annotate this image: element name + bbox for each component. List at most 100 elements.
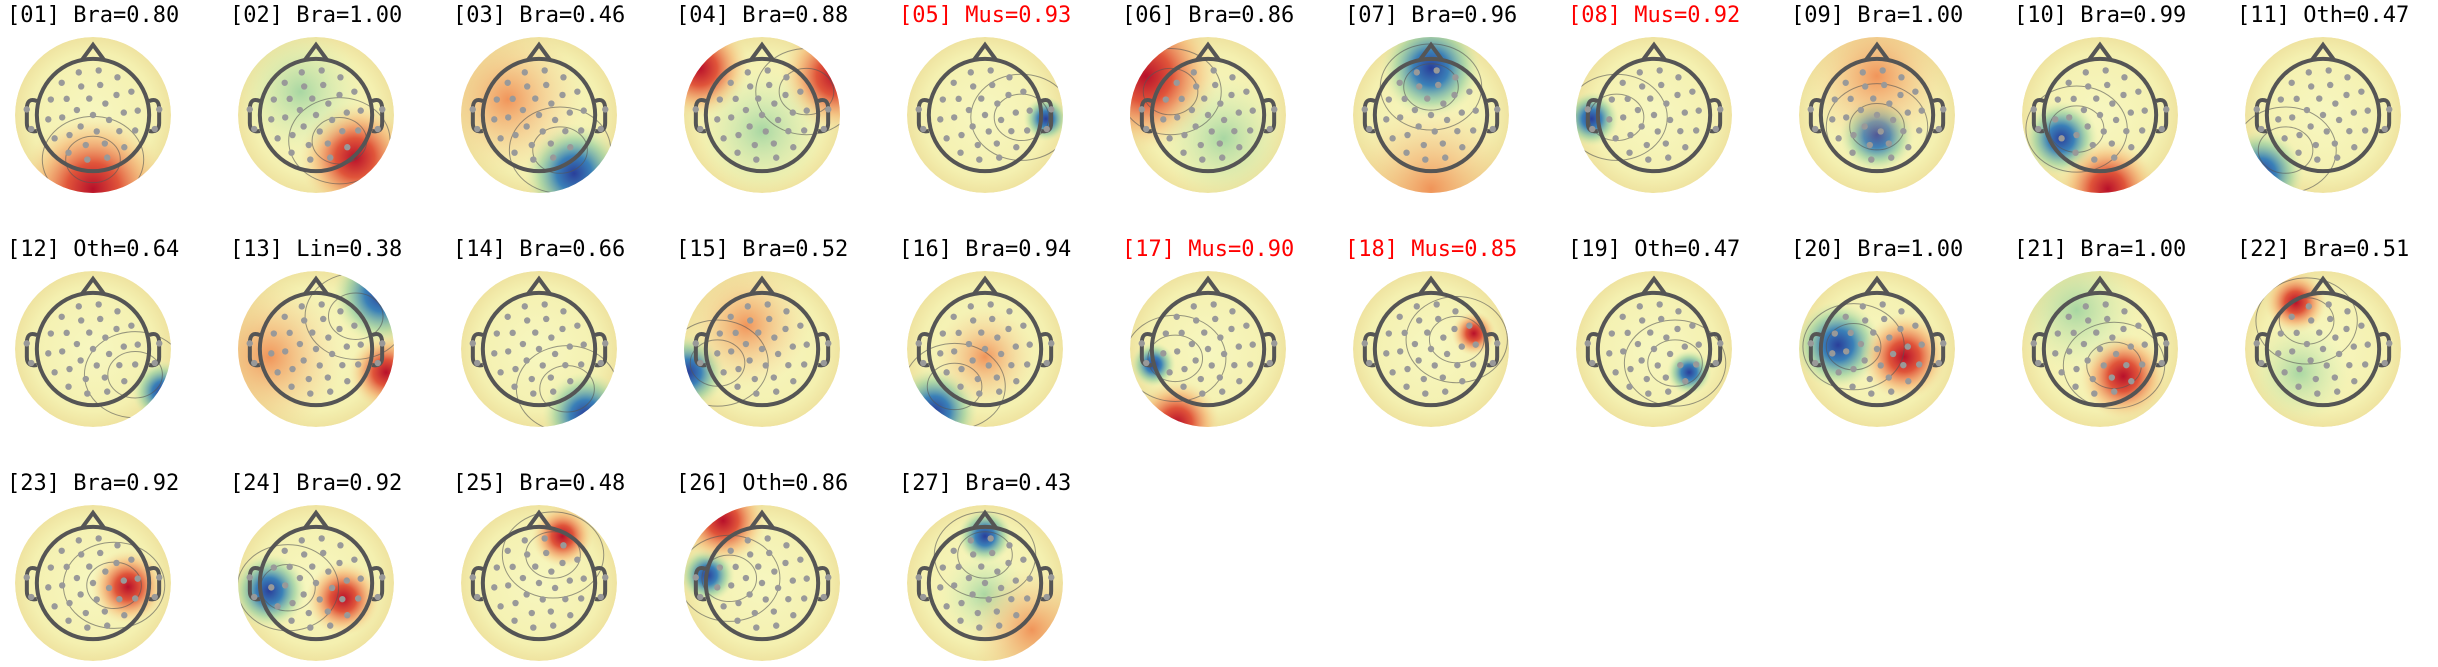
electrode	[523, 551, 531, 558]
electrode	[764, 67, 771, 74]
electrode	[286, 95, 293, 103]
electrode	[151, 593, 158, 601]
electrode	[351, 88, 358, 95]
electrode	[732, 95, 739, 103]
electrode	[116, 127, 123, 135]
electrode	[281, 547, 288, 554]
electrode	[336, 91, 343, 99]
electrode	[1835, 369, 1842, 376]
electrode	[509, 563, 516, 571]
electrode	[1197, 141, 1204, 149]
electrode	[1389, 135, 1396, 142]
electrode	[2253, 340, 2260, 347]
electrode	[943, 135, 950, 142]
electrode	[1626, 383, 1633, 390]
electrode	[1217, 334, 1224, 341]
electrode	[101, 374, 109, 381]
electrode	[151, 359, 158, 367]
electrode	[528, 609, 535, 617]
electrode	[1873, 111, 1881, 119]
electrode	[93, 128, 100, 135]
electrode	[23, 574, 30, 581]
topomap: [13] Lin=0.38	[230, 237, 402, 427]
electrode	[343, 109, 350, 116]
electrode	[374, 359, 381, 367]
electrode	[307, 156, 314, 163]
electrode	[2289, 348, 2296, 355]
head-outline	[1595, 290, 1713, 408]
electrode	[95, 67, 102, 74]
electrode	[969, 591, 976, 598]
electrode	[803, 575, 810, 582]
component-label: [15] Bra=0.52	[676, 237, 848, 262]
nose	[2310, 275, 2336, 296]
electrode	[2093, 95, 2100, 102]
electrode	[714, 584, 721, 591]
electrode	[1235, 343, 1242, 350]
electrode	[511, 617, 518, 624]
electrode	[101, 608, 109, 615]
electrode	[519, 340, 527, 348]
electrode	[114, 542, 121, 549]
electrode	[1689, 322, 1696, 329]
electrode	[1249, 341, 1256, 348]
electrode	[1843, 114, 1850, 121]
electrode	[1166, 135, 1173, 142]
electrode	[2314, 390, 2321, 397]
electrode	[1243, 322, 1250, 329]
electrode	[1682, 378, 1689, 385]
electrode	[505, 582, 512, 589]
electrode	[1619, 79, 1626, 86]
electrode	[989, 315, 996, 323]
electrode	[93, 362, 100, 369]
head-outline	[2041, 290, 2159, 408]
head-outline	[1818, 56, 1936, 174]
electrode	[2305, 303, 2312, 310]
electrode	[354, 595, 362, 602]
topomap: [27] Bra=0.43	[899, 471, 1071, 661]
electrode	[1829, 116, 1836, 123]
electrode	[343, 577, 350, 584]
contour	[1403, 63, 1459, 111]
electrode	[2281, 135, 2288, 142]
electrode	[1216, 374, 1224, 381]
electrode	[105, 584, 113, 592]
electrode	[497, 603, 504, 610]
electrode	[1861, 357, 1868, 364]
electrode	[2120, 91, 2127, 99]
electrode	[1005, 91, 1012, 99]
activation	[1161, 75, 1286, 193]
electrode	[63, 563, 70, 571]
electrode	[2158, 125, 2165, 133]
electrode	[1494, 106, 1501, 113]
electrode	[86, 563, 93, 570]
electrode	[716, 330, 724, 337]
electrode	[939, 96, 947, 103]
electrode	[746, 591, 753, 598]
electrode	[957, 617, 964, 624]
electrode	[800, 361, 808, 368]
electrode	[978, 329, 985, 336]
electrode	[1385, 330, 1393, 337]
electrode	[86, 329, 93, 336]
electrode	[996, 622, 1003, 629]
electrode	[2364, 341, 2371, 348]
electrode	[742, 340, 750, 348]
electrode	[551, 584, 559, 592]
electrode	[1677, 361, 1684, 369]
electrode	[82, 375, 89, 383]
electrode	[543, 315, 550, 323]
electrode	[63, 95, 70, 103]
electrode	[1866, 375, 1873, 383]
nose	[526, 41, 552, 62]
electrode	[512, 599, 519, 607]
electrode	[574, 322, 581, 329]
electrode	[2111, 388, 2118, 395]
activation	[2245, 129, 2305, 193]
electrode	[1219, 154, 1226, 161]
electrode	[1877, 128, 1884, 135]
electrode	[63, 329, 70, 337]
electrode	[1420, 141, 1427, 149]
electrode	[2070, 329, 2077, 337]
electrode	[539, 596, 546, 603]
